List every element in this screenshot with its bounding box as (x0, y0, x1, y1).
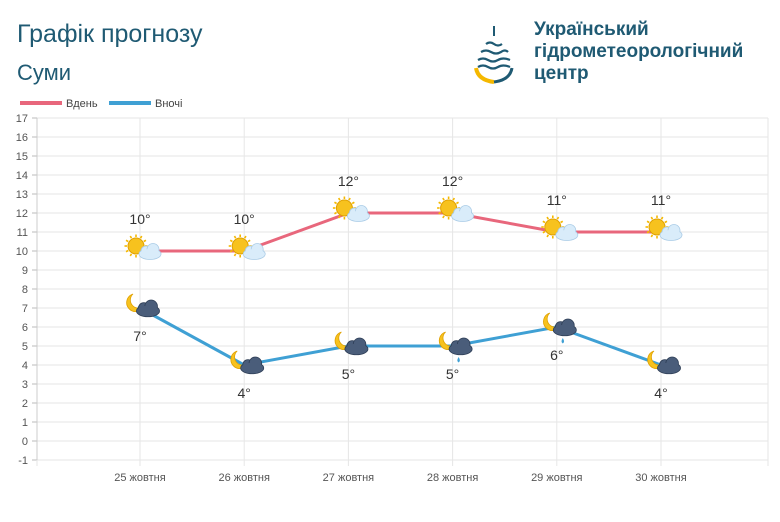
page-title: Графік прогнозу (17, 20, 203, 48)
y-tick-label: 2 (22, 398, 28, 410)
y-tick-label: 10 (16, 246, 28, 258)
legend-label: Вдень (66, 98, 98, 110)
x-tick-label: 28 жовтня (427, 472, 478, 484)
data-label: 10° (129, 211, 150, 227)
y-tick-label: 0 (22, 436, 28, 448)
data-label: 5° (446, 366, 459, 382)
sun-cloud-icon (332, 196, 370, 222)
series-line-night (139, 306, 662, 367)
x-tick-label: 25 жовтня (114, 472, 165, 484)
sun-cloud-icon (228, 234, 266, 260)
data-label: 7° (133, 328, 146, 344)
moon-cloud-icon (230, 350, 265, 375)
x-tick-label: 30 жовтня (635, 472, 686, 484)
legend-label: Вночі (155, 98, 182, 110)
moon-cloud-rain-icon (543, 312, 577, 344)
data-label: 10° (234, 211, 255, 227)
data-label: 12° (338, 173, 359, 189)
data-label: 6° (550, 347, 563, 363)
y-tick-label: 5 (22, 341, 28, 353)
y-tick-label: 14 (16, 170, 28, 182)
ugmc-logo-icon (470, 22, 518, 89)
x-tick-label: 26 жовтня (218, 472, 269, 484)
moon-cloud-icon (126, 293, 160, 318)
data-label: 4° (238, 385, 251, 401)
org-line-2: гідрометеорологічний (534, 41, 744, 62)
data-label: 11° (547, 192, 567, 208)
y-tick-label: 9 (22, 265, 28, 277)
city-name: Суми (17, 60, 72, 85)
data-label: 5° (342, 366, 355, 382)
x-tick-label: 27 жовтня (323, 472, 374, 484)
y-tick-label: 15 (16, 151, 28, 163)
data-label: 11° (651, 192, 671, 208)
data-label: 12° (442, 173, 463, 189)
y-tick-label: 11 (17, 227, 28, 239)
sun-cloud-icon (437, 196, 475, 222)
moon-cloud-rain-icon (438, 331, 473, 363)
moon-cloud-icon (334, 331, 369, 356)
y-tick-label: 6 (22, 322, 28, 334)
y-tick-label: 7 (22, 303, 28, 315)
sun-cloud-icon (541, 215, 579, 241)
org-line-3: центр (534, 63, 589, 84)
y-tick-label: 17 (16, 113, 28, 125)
moon-cloud-icon (647, 350, 681, 375)
y-tick-label: 4 (22, 360, 28, 372)
y-tick-label: 12 (16, 208, 28, 220)
sun-cloud-icon (124, 234, 162, 260)
y-tick-label: 8 (22, 284, 28, 296)
y-tick-label: 16 (16, 132, 28, 144)
organization-name: Український гідрометеорологічний центр (534, 19, 743, 85)
sun-cloud-icon (645, 215, 683, 241)
data-label: 4° (654, 385, 667, 401)
y-tick-label: 3 (22, 379, 28, 391)
y-tick-label: 13 (16, 189, 28, 201)
y-tick-label: -1 (18, 455, 28, 467)
x-tick-label: 29 жовтня (531, 472, 582, 484)
y-tick-label: 1 (22, 417, 28, 429)
org-line-1: Український (534, 19, 649, 40)
